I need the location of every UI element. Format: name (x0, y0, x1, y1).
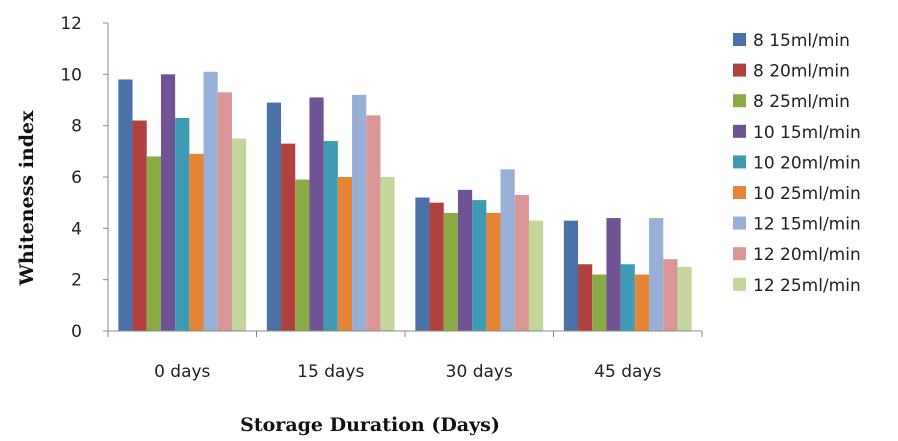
bar (160, 74, 176, 331)
legend-swatch (733, 124, 746, 138)
legend-swatch (733, 277, 746, 291)
bar (578, 264, 593, 331)
bar (175, 117, 190, 331)
bar (217, 92, 232, 331)
bar (189, 153, 204, 331)
legend-swatch (733, 216, 746, 230)
legend-entry-label: 8 25ml/min (753, 92, 850, 112)
bar (429, 202, 444, 331)
bar (606, 218, 621, 331)
bar (266, 102, 282, 331)
x-axis-category-labels: 0 days 15 days 30 days 45 days (154, 362, 661, 382)
y-axis-ticks: 0 2 4 6 8 10 12 (60, 14, 108, 342)
legend-swatch (733, 247, 746, 261)
legend-entry-label: 12 25ml/min (753, 276, 861, 296)
legend-swatch (733, 33, 746, 46)
bar (649, 218, 664, 331)
bar (281, 143, 296, 331)
bar (132, 120, 147, 332)
legend-entry-label: 10 20ml/min (753, 153, 861, 173)
bar (366, 115, 381, 332)
x-axis-title: Storage Duration (Days) (240, 414, 500, 436)
bar (231, 138, 247, 331)
bar (295, 179, 310, 331)
bar (443, 212, 458, 331)
bar (146, 156, 161, 331)
legend-entry-label: 12 15ml/min (753, 215, 861, 235)
y-tick-label: 8 (71, 117, 82, 137)
bar (352, 94, 367, 331)
y-tick-label: 4 (71, 219, 82, 239)
bar (634, 274, 650, 331)
bar (337, 177, 353, 331)
legend-swatch (733, 63, 746, 77)
bar (663, 259, 678, 331)
bar (118, 79, 133, 331)
y-tick-label: 10 (60, 65, 82, 85)
legend-swatch (733, 155, 746, 169)
y-tick-label: 0 (71, 322, 82, 342)
bar (380, 177, 395, 331)
x-category-label: 0 days (154, 362, 210, 382)
legend-entry-label: 8 20ml/min (753, 62, 850, 82)
x-category-label: 45 days (594, 362, 661, 382)
x-axis-ticks (107, 331, 703, 337)
legend-swatch (733, 94, 746, 108)
bars (118, 71, 692, 332)
legend-swatch (733, 186, 746, 199)
bar (472, 200, 487, 331)
bar (457, 189, 473, 331)
y-tick-label: 6 (71, 168, 82, 188)
legend-entry-label: 8 15ml/min (753, 31, 850, 51)
bar (323, 141, 338, 331)
legend-entry-label: 10 25ml/min (753, 184, 861, 204)
bar (528, 220, 544, 331)
legend-entry-label: 10 15ml/min (753, 123, 861, 143)
x-category-label: 30 days (446, 362, 513, 382)
bar (592, 274, 607, 331)
bar (677, 266, 692, 331)
y-tick-label: 12 (60, 14, 82, 34)
x-category-label: 15 days (297, 362, 364, 382)
legend: 8 15ml/min 8 20ml/min 8 25ml/min 10 15ml/mi… (733, 31, 861, 296)
y-axis-title: Whiteness index (16, 110, 38, 287)
bar (514, 194, 529, 331)
legend-entry-label: 12 20ml/min (753, 245, 861, 265)
y-tick-label: 2 (71, 271, 82, 291)
bar (500, 169, 515, 331)
bar (486, 212, 501, 331)
bar (563, 220, 579, 331)
bar (415, 197, 430, 331)
bar (620, 264, 635, 331)
bar (203, 71, 218, 332)
bar (309, 97, 324, 331)
